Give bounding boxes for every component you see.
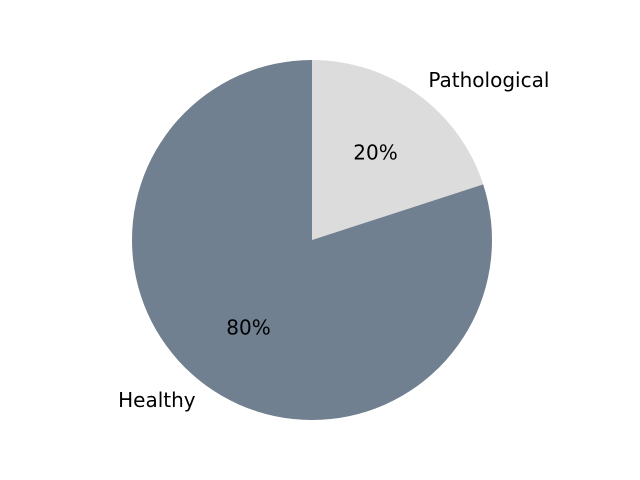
pie-category-label-pathological: Pathological <box>428 68 549 92</box>
pie-pct-label-pathological: 20% <box>353 141 397 165</box>
pie-pct-label-healthy: 80% <box>226 315 270 339</box>
pie-slice-pathological <box>312 60 484 240</box>
pie-category-label-healthy: Healthy <box>118 388 196 412</box>
pie-slice-healthy <box>132 60 493 420</box>
